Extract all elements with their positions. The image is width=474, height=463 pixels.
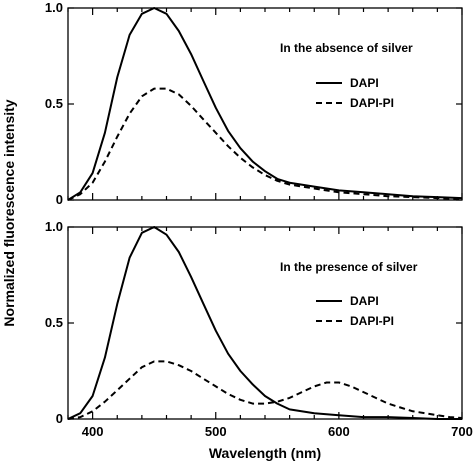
series-line-dapi-pi: [67, 87, 463, 201]
y-tick-label: 0.5: [45, 96, 63, 111]
series-line-dapi: [67, 7, 463, 201]
plot-frame: [67, 226, 463, 420]
panel-2: 0 0.5 1.0 400 500 600 700 In the presence of si…: [45, 219, 473, 439]
x-tick-label: 500: [205, 424, 227, 439]
panel-annotation: In the absence of silver: [280, 41, 413, 55]
legend-label: DAPI: [350, 294, 379, 308]
x-tick-label: 700: [451, 424, 473, 439]
legend-label: DAPI-PI: [350, 314, 394, 328]
y-tick-label: 1.0: [45, 0, 63, 15]
y-tick-label: 0: [56, 192, 63, 207]
panel-1: 0 0.5 1.0 In the absence of silver DAPI DAPI-…: [45, 0, 463, 207]
y-tick-label: 0.5: [45, 315, 63, 330]
x-axis-title: Wavelength (nm): [209, 445, 321, 461]
y-tick-label: 1.0: [45, 219, 63, 234]
x-tick-label: 600: [328, 424, 350, 439]
panel-annotation: In the presence of silver: [280, 260, 418, 274]
legend-label: DAPI-PI: [350, 96, 394, 110]
series-line-dapi-pi: [67, 360, 463, 420]
x-tick-label: 400: [82, 424, 104, 439]
y-tick-label: 0: [56, 411, 63, 426]
legend-label: DAPI: [350, 76, 379, 90]
y-axis-title: Normalized fluorescence intensity: [1, 99, 17, 326]
series-line-dapi: [67, 226, 462, 420]
